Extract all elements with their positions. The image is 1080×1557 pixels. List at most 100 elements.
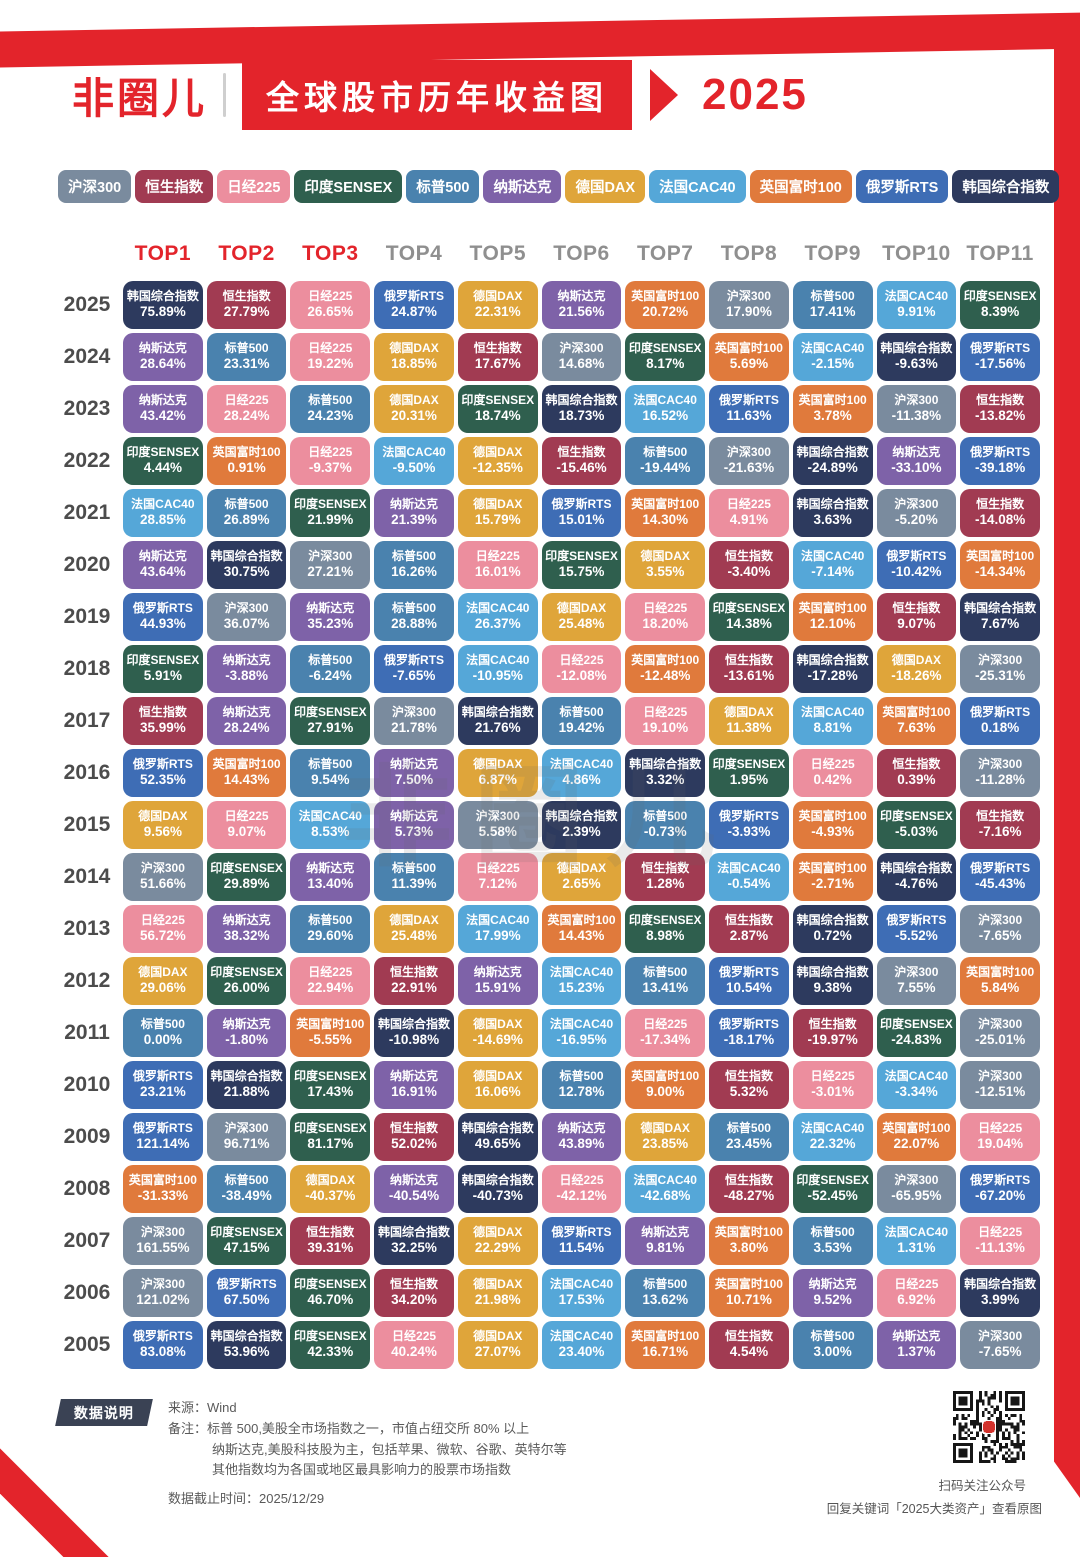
cell-index-name: 恒生指数	[976, 497, 1025, 512]
cell-index-name: 纳斯达克	[222, 653, 271, 668]
cell-index-name: 日经225	[559, 653, 604, 668]
return-cell: 标普500 28.88%	[374, 593, 454, 641]
return-cell: 恒生指数 -19.97%	[792, 1009, 873, 1057]
cell-index-name: 印度SENSEX	[963, 289, 1037, 304]
cell-index-name: 沪深300	[559, 341, 604, 356]
return-cell: 法国CAC40 15.23%	[541, 957, 622, 1005]
cell-index-name: 德国DAX	[473, 289, 523, 304]
cell-return-value: 1.28%	[646, 876, 685, 892]
cell-index-name: 标普500	[224, 497, 269, 512]
year-label-2014: 2014	[63, 865, 111, 888]
return-cell: 俄罗斯RTS 23.21%	[123, 1061, 203, 1109]
cell-index-name: 印度SENSEX	[628, 341, 702, 356]
return-cell: 日经225 -11.13%	[960, 1217, 1040, 1265]
cell-return-value: -45.43%	[974, 876, 1026, 892]
cell-return-value: 5.73%	[394, 824, 434, 840]
return-cell: 恒生指数 4.54%	[709, 1321, 789, 1369]
cell-return-value: 24.87%	[391, 304, 437, 320]
return-cell: 英国富时100 0.91%	[206, 437, 287, 485]
return-cell: 印度SENSEX -5.03%	[876, 801, 957, 849]
cell-return-value: 3.99%	[980, 1292, 1020, 1308]
return-cell: 英国富时100 22.07%	[876, 1113, 957, 1161]
return-cell: 标普500 23.45%	[709, 1113, 789, 1161]
cell-return-value: 27.79%	[223, 304, 270, 320]
cell-return-value: 12.78%	[558, 1084, 605, 1100]
cell-index-name: 印度SENSEX	[545, 549, 618, 564]
cell-index-name: 德国DAX	[640, 549, 690, 564]
cell-return-value: 43.64%	[139, 564, 186, 580]
cell-return-value: 47.15%	[223, 1240, 270, 1256]
cell-index-name: 日经225	[978, 1121, 1023, 1136]
cell-index-name: 印度SENSEX	[293, 1121, 367, 1136]
cell-index-name: 印度SENSEX	[293, 705, 367, 720]
cell-index-name: 日经225	[140, 913, 185, 928]
cell-return-value: 52.35%	[139, 772, 186, 788]
return-cell: 标普500 0.00%	[123, 1009, 203, 1057]
cell-return-value: -7.14%	[811, 564, 855, 580]
cell-index-name: 德国DAX	[473, 757, 523, 772]
cell-index-name: 恒生指数	[724, 549, 773, 564]
cell-return-value: -5.03%	[895, 824, 938, 840]
cell-index-name: 标普500	[643, 965, 688, 980]
cell-return-value: 21.56%	[558, 304, 605, 320]
return-cell: 印度SENSEX -24.83%	[876, 1009, 957, 1057]
cell-index-name: 纳斯达克	[222, 1017, 271, 1032]
return-cell: 恒生指数 -3.40%	[709, 541, 789, 589]
cell-index-name: 英国富时100	[714, 1225, 783, 1240]
return-cell: 纳斯达克 15.91%	[457, 957, 538, 1005]
cell-return-value: 11.63%	[726, 408, 772, 424]
cell-return-value: 26.89%	[223, 512, 270, 528]
cell-index-name: 韩国综合指数	[461, 1173, 534, 1188]
return-cell: 法国CAC40 -16.95%	[541, 1009, 622, 1057]
cell-return-value: 0.00%	[143, 1032, 182, 1048]
cell-index-name: 恒生指数	[724, 1173, 773, 1188]
cell-return-value: -11.38%	[891, 408, 942, 424]
cell-index-name: 标普500	[810, 289, 855, 304]
cell-index-name: 标普500	[308, 757, 353, 772]
cell-return-value: -3.93%	[727, 824, 771, 840]
cell-return-value: 14.43%	[223, 772, 270, 788]
cell-index-name: 沪深300	[224, 1121, 269, 1136]
cell-return-value: -7.65%	[978, 1344, 1022, 1360]
return-cell: 法国CAC40 22.32%	[792, 1113, 873, 1161]
cell-return-value: 9.07%	[227, 824, 266, 840]
cell-index-name: 日经225	[475, 549, 520, 564]
cell-index-name: 俄罗斯RTS	[886, 913, 947, 928]
return-cell: 恒生指数 -15.46%	[541, 437, 622, 485]
return-cell: 日经225 56.72%	[123, 905, 203, 953]
cell-return-value: 9.52%	[813, 1292, 852, 1308]
cell-index-name: 英国富时100	[966, 965, 1035, 980]
return-cell: 印度SENSEX 14.38%	[709, 593, 789, 641]
return-cell: 法国CAC40 -7.14%	[792, 541, 873, 589]
cell-index-name: 法国CAC40	[800, 705, 865, 720]
legend-item: 韩国综合指数	[952, 170, 1060, 203]
legend-item: 德国DAX	[565, 170, 646, 203]
return-cell: 德国DAX 21.98%	[457, 1269, 538, 1317]
cell-index-name: 俄罗斯RTS	[132, 1069, 193, 1084]
cell-index-name: 恒生指数	[724, 913, 773, 928]
return-cell: 纳斯达克 -33.10%	[876, 437, 957, 485]
cell-return-value: -14.08%	[974, 512, 1026, 528]
cell-return-value: -9.37%	[308, 460, 352, 476]
cell-return-value: 17.67%	[474, 356, 521, 372]
cell-return-value: -14.69%	[472, 1032, 523, 1048]
cell-index-name: 法国CAC40	[466, 653, 530, 668]
cell-index-name: 恒生指数	[390, 1277, 439, 1292]
cell-return-value: 16.91%	[391, 1084, 437, 1100]
cell-index-name: 日经225	[308, 341, 353, 356]
cell-return-value: 10.54%	[726, 980, 772, 996]
cell-return-value: 3.32%	[646, 772, 685, 788]
return-cell: 英国富时100 -2.71%	[792, 853, 873, 901]
return-cell: 印度SENSEX 46.70%	[290, 1269, 371, 1317]
return-cell: 俄罗斯RTS 0.18%	[960, 697, 1040, 745]
cell-return-value: 5.91%	[143, 668, 182, 684]
return-cell: 日经225 19.22%	[290, 333, 371, 381]
cell-return-value: 18.73%	[558, 408, 605, 424]
cell-return-value: -12.35%	[472, 460, 523, 476]
cell-return-value: 20.31%	[391, 408, 437, 424]
cell-index-name: 标普500	[559, 705, 604, 720]
cell-index-name: 纳斯达克	[390, 757, 439, 772]
cell-return-value: 35.23%	[307, 616, 354, 632]
cell-index-name: 沪深300	[978, 1329, 1023, 1344]
rank-header-top11: TOP11	[966, 242, 1034, 265]
